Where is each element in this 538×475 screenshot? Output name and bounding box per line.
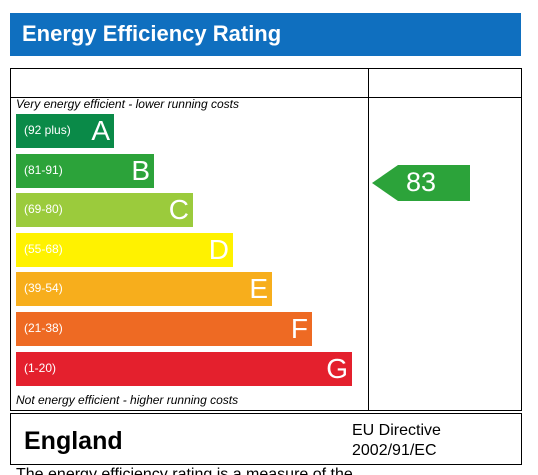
- band-letter: D: [208, 234, 229, 265]
- column-divider: [368, 68, 369, 411]
- band-letter: C: [168, 194, 189, 225]
- band-letter: A: [91, 115, 110, 146]
- band-letter: B: [131, 155, 150, 186]
- caption-efficient: Very energy efficient - lower running co…: [16, 97, 239, 111]
- truncated-description: The energy efficiency rating is a measur…: [16, 466, 353, 475]
- band-d: (55-68) D: [16, 233, 233, 267]
- directive-label: EU Directive 2002/91/EC: [352, 421, 441, 461]
- caption-inefficient: Not energy efficient - higher running co…: [16, 393, 239, 407]
- page-title: Energy Efficiency Rating: [22, 21, 282, 46]
- band-range: (69-80): [24, 202, 63, 216]
- country-label: England: [24, 427, 123, 455]
- band-range: (92 plus): [24, 123, 71, 137]
- directive-line-2: 2002/91/EC: [352, 442, 437, 459]
- band-c: (69-80) C: [16, 193, 193, 227]
- band-letter: E: [249, 273, 268, 304]
- band-range: (39-54): [24, 281, 63, 295]
- band-f: (21-38) F: [16, 312, 312, 346]
- footer-box: [10, 413, 522, 465]
- footer-row-divider: [10, 410, 522, 411]
- band-letter: F: [290, 313, 308, 344]
- title-bar: Energy Efficiency Rating: [10, 13, 521, 56]
- current-rating-value: 83: [406, 167, 437, 197]
- band-letter: G: [326, 353, 348, 384]
- directive-line-1: EU Directive: [352, 422, 441, 439]
- arrow-shape: [372, 165, 470, 201]
- band-range: (21-38): [24, 321, 63, 335]
- current-rating-arrow: 83: [372, 165, 470, 201]
- band-a: (92 plus) A: [16, 114, 114, 148]
- band-g: (1-20) G: [16, 352, 352, 386]
- header-row-divider: [10, 97, 522, 98]
- band-range: (55-68): [24, 242, 63, 256]
- band-range: (81-91): [24, 163, 63, 177]
- band-e: (39-54) E: [16, 272, 272, 306]
- band-range: (1-20): [24, 361, 57, 375]
- band-b: (81-91) B: [16, 154, 154, 188]
